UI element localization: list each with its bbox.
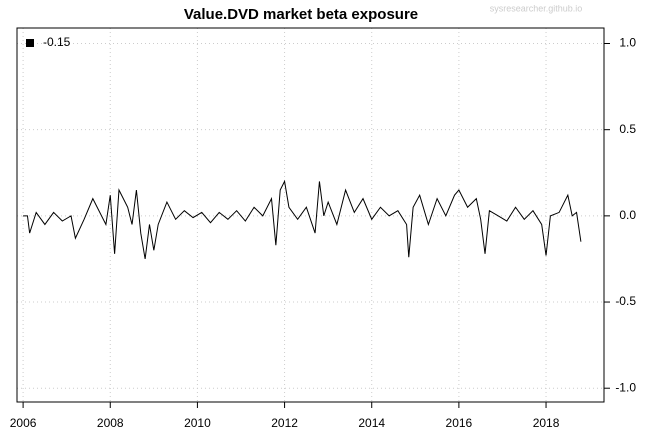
y-tick-label: -1.0 <box>615 380 636 394</box>
x-tick-label: 2016 <box>446 416 473 430</box>
x-tick-label: 2014 <box>358 416 385 430</box>
x-tick-label: 2012 <box>271 416 298 430</box>
y-tick-label: 0.5 <box>619 122 636 136</box>
watermark: sysresearcher.github.io <box>490 3 583 13</box>
x-tick-label: 2006 <box>10 416 37 430</box>
x-tick-label: 2008 <box>97 416 124 430</box>
line <box>23 179 582 260</box>
x-tick-label: 2010 <box>184 416 211 430</box>
chart-title: Value.DVD market beta exposure <box>184 6 418 23</box>
y-tick-label: 0.0 <box>619 208 636 222</box>
y-tick-label: 1.0 <box>619 36 636 50</box>
plot-frame <box>16 27 605 403</box>
y-tick-label: -0.5 <box>615 294 636 308</box>
legend-swatch <box>26 39 34 47</box>
legend-label: -0.15 <box>43 35 71 49</box>
x-tick-label: 2018 <box>533 416 560 430</box>
